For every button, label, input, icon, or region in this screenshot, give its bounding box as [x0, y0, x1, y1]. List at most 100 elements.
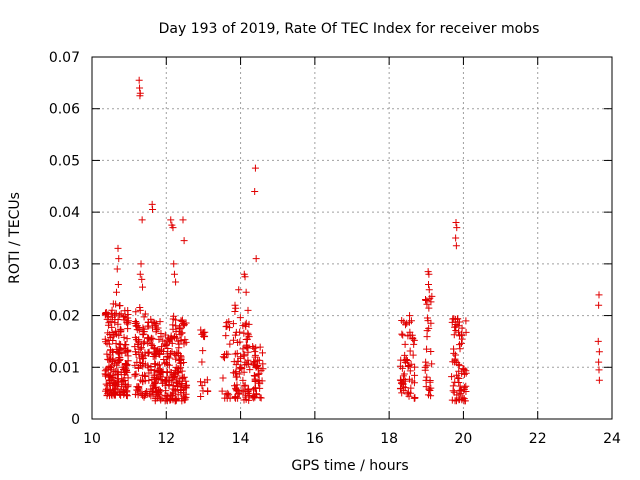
- data-point: [462, 388, 470, 396]
- data-point: [120, 345, 128, 353]
- data-point: [448, 396, 456, 404]
- data-point: [166, 396, 174, 404]
- data-point: [180, 321, 188, 329]
- data-point: [251, 187, 259, 195]
- data-point: [458, 324, 466, 332]
- data-point: [151, 378, 159, 386]
- data-point: [231, 307, 239, 315]
- data-point: [406, 367, 414, 375]
- data-point: [137, 260, 145, 268]
- data-point: [141, 371, 149, 379]
- data-point: [425, 270, 433, 278]
- data-point: [595, 376, 603, 384]
- data-point: [198, 358, 206, 366]
- data-point: [408, 377, 416, 385]
- data-point: [165, 361, 173, 369]
- data-point: [120, 333, 128, 341]
- data-point: [404, 388, 412, 396]
- data-point: [172, 369, 180, 377]
- data-point: [118, 363, 126, 371]
- data-point: [219, 374, 227, 382]
- data-point: [256, 343, 264, 351]
- data-point: [139, 340, 147, 348]
- data-point: [243, 341, 251, 349]
- data-point: [169, 321, 177, 329]
- data-point: [145, 376, 153, 384]
- data-point: [169, 374, 177, 382]
- data-point: [132, 370, 140, 378]
- data-point: [140, 338, 148, 346]
- data-point: [138, 275, 146, 283]
- data-point: [241, 381, 249, 389]
- data-point: [139, 324, 147, 332]
- data-point: [455, 318, 463, 326]
- data-point: [244, 329, 252, 337]
- data-point: [407, 360, 415, 368]
- data-point: [167, 334, 175, 342]
- data-point: [453, 224, 461, 232]
- data-point: [104, 389, 112, 397]
- data-point: [139, 325, 147, 333]
- data-point: [109, 348, 117, 356]
- data-point: [139, 355, 147, 363]
- data-point: [398, 364, 406, 372]
- data-point: [421, 366, 429, 374]
- data-point: [105, 336, 113, 344]
- data-point: [452, 326, 460, 334]
- data-point: [252, 384, 260, 392]
- data-point: [240, 352, 248, 360]
- data-point: [460, 366, 468, 374]
- data-point: [422, 358, 430, 366]
- x-tick-label: 14: [232, 431, 250, 447]
- data-point: [460, 383, 468, 391]
- data-point: [246, 366, 254, 374]
- data-point: [407, 384, 415, 392]
- data-point: [136, 304, 144, 312]
- data-point: [452, 242, 460, 250]
- data-point: [120, 316, 128, 324]
- data-point: [149, 387, 157, 395]
- data-point: [134, 391, 142, 399]
- x-tick-label: 20: [455, 431, 473, 447]
- y-tick-label: 0.04: [49, 205, 80, 221]
- data-point: [252, 344, 260, 352]
- data-point: [107, 363, 115, 371]
- data-point: [197, 326, 205, 334]
- data-point: [398, 330, 406, 338]
- data-point: [135, 339, 143, 347]
- data-point: [164, 344, 172, 352]
- data-point: [197, 378, 205, 386]
- data-point: [148, 334, 156, 342]
- data-point: [455, 360, 463, 368]
- data-point: [168, 339, 176, 347]
- data-point: [225, 318, 233, 326]
- x-axis-label: GPS time / hours: [291, 458, 408, 474]
- data-point: [450, 345, 458, 353]
- data-point: [403, 319, 411, 327]
- data-point: [106, 372, 114, 380]
- data-point: [156, 318, 164, 326]
- data-point: [398, 389, 406, 397]
- data-point: [177, 336, 185, 344]
- y-tick-label: 0.03: [49, 257, 80, 273]
- data-point: [460, 397, 468, 405]
- data-point: [231, 301, 239, 309]
- data-point: [251, 164, 259, 172]
- data-point: [428, 292, 436, 300]
- data-point: [409, 351, 417, 359]
- data-point: [175, 344, 183, 352]
- data-point: [222, 332, 230, 340]
- data-point: [157, 376, 165, 384]
- data-point: [116, 353, 124, 361]
- data-point: [110, 360, 118, 368]
- data-point: [116, 346, 124, 354]
- data-point: [397, 384, 405, 392]
- data-point: [424, 391, 432, 399]
- data-point: [112, 330, 120, 338]
- data-point: [171, 373, 179, 381]
- data-point: [170, 312, 178, 320]
- data-point: [131, 343, 139, 351]
- data-point: [140, 313, 148, 321]
- data-point: [401, 340, 409, 348]
- data-point: [172, 278, 180, 286]
